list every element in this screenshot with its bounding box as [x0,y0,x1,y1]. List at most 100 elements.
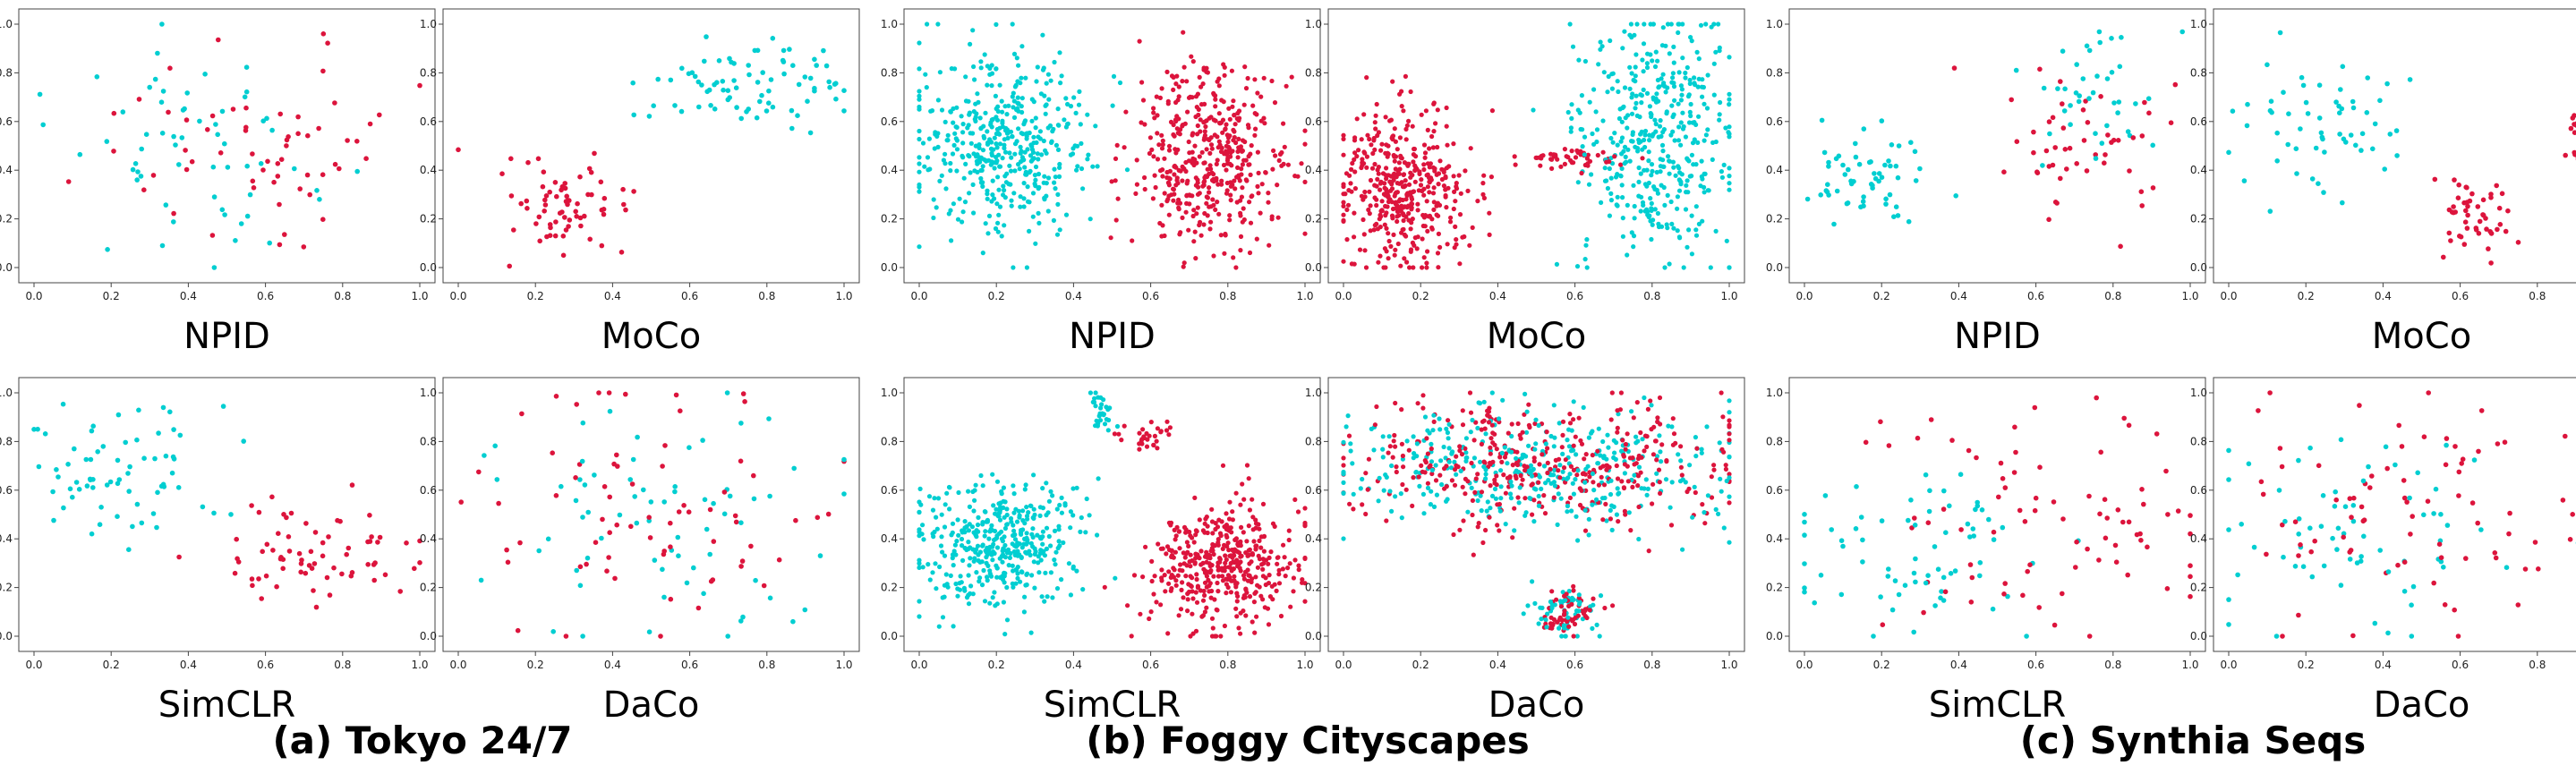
y-tick-label: 0.0 [420,261,437,274]
scatter-point [1384,142,1389,148]
scatter-point [1155,113,1160,118]
scatter-point [1615,430,1620,435]
scatter-point [1582,152,1587,157]
scatter-point [1912,515,1917,521]
scatter-point [1093,123,1098,129]
scatter-point [1607,166,1612,172]
scatter-point [542,202,549,208]
scatter-point [1075,143,1080,149]
scatter-point [979,167,985,173]
scatter-point [1356,148,1361,153]
scatter-point [2294,171,2299,176]
scatter-point [1179,587,1184,593]
scatter-point [1002,188,1007,193]
scatter-point [1054,506,1060,512]
scatter-point [1802,585,1807,591]
scatter-point [127,464,132,470]
scatter-point [966,573,971,578]
scatter-point [1173,147,1178,152]
scatter-point [275,174,281,179]
scatter-point [1027,200,1032,205]
scatter-point [1003,125,1009,131]
scatter-point [1123,109,1129,115]
scatter-point [2109,36,2114,41]
scatter-point [1226,516,1233,522]
scatter-point [1636,165,1642,171]
scatter-point [1533,155,1539,160]
scatter-point [1045,510,1051,515]
scatter-point [1512,506,1517,511]
scatter-point [2459,461,2464,466]
scatter-point [1009,203,1014,208]
scatter-point [1198,219,1203,225]
scatter-point [1720,414,1726,420]
scatter-point [218,150,224,156]
scatter-point [320,540,326,546]
scatter-point [1879,174,1885,180]
scatter-point [1057,50,1062,55]
scatter-point [1676,166,1682,171]
scatter-point [1044,481,1049,486]
scatter-point [1044,525,1050,531]
scatter-point [1568,125,1574,131]
scatter-point [1842,172,1848,177]
scatter-point [1043,148,1048,153]
scatter-point [154,524,159,531]
scatter-point [1163,589,1168,594]
scatter-point [1444,205,1449,210]
y-tick-label: 0.4 [881,532,898,545]
scatter-point [308,549,314,555]
scatter-point [1227,213,1233,218]
scatter-point [1030,191,1036,196]
scatter-point [1579,93,1584,98]
scatter-point [1019,532,1024,537]
scatter-point [1414,166,1420,172]
scatter-point [382,572,388,578]
scatter-point [978,126,984,132]
scatter-point [1655,419,1660,424]
scatter-point [679,65,685,72]
scatter-point [476,469,482,475]
scatter-point [617,512,623,518]
scatter-point [1207,190,1212,195]
scatter-point [37,91,43,98]
scatter-point [160,89,166,94]
scatter-point [1430,145,1436,150]
scatter-point [1705,188,1710,193]
scatter-point [1404,438,1410,444]
scatter-point [72,446,77,452]
scatter-point [288,510,294,516]
scatter-point [1016,101,1021,106]
scatter-point [1099,402,1105,407]
scatter-point [1202,179,1207,184]
scatter-point [1025,147,1030,152]
scatter-point [957,196,962,201]
y-tick-label: 0.8 [1766,66,1783,79]
scatter-point [547,189,552,195]
scatter-point [1571,443,1576,448]
scatter-point [1673,440,1678,446]
y-tick-label: 0.2 [420,582,437,594]
scatter-point [1071,95,1077,100]
scatter-point [1019,569,1025,575]
scatter-point [753,577,758,583]
scatter-point [1227,499,1233,505]
scatter-point [796,81,802,88]
scatter-point [1468,410,1474,415]
scatter-point [1421,192,1427,198]
scatter-point [968,170,973,175]
scatter-point [1236,561,1241,566]
scatter-point [2011,470,2017,475]
scatter-point [1045,594,1050,600]
scatter-point [2456,493,2461,498]
scatter-point [1230,509,1235,515]
scatter-point [577,583,584,589]
scatter-point [1379,199,1385,204]
scatter-point [1424,436,1429,441]
scatter-point [1671,44,1676,50]
scatter-point [1420,491,1426,498]
scatter-point [1122,423,1127,429]
x-tick-label: 0.6 [1142,290,1159,302]
scatter-point [1670,416,1676,421]
